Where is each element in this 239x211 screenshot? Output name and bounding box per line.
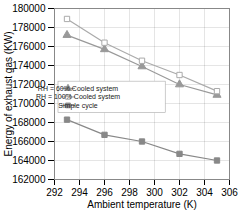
svg-text:306: 306	[221, 187, 238, 198]
svg-text:174000: 174000	[12, 60, 46, 71]
svg-text:162000: 162000	[12, 174, 46, 185]
svg-text:296: 296	[96, 187, 113, 198]
svg-text:Energy of exhaust gas (KW): Energy of exhaust gas (KW)	[3, 31, 14, 156]
svg-text:300: 300	[146, 187, 163, 198]
svg-text:180000: 180000	[12, 3, 46, 14]
svg-text:164000: 164000	[12, 155, 46, 166]
svg-text:292: 292	[46, 187, 63, 198]
svg-text:298: 298	[121, 187, 138, 198]
svg-text:Ambient temperature (K): Ambient temperature (K)	[87, 199, 197, 210]
svg-text:168000: 168000	[12, 117, 46, 128]
svg-text:170000: 170000	[12, 97, 46, 109]
svg-text:RH = 60% Cooled system: RH = 60% Cooled system	[38, 85, 119, 93]
svg-text:178000: 178000	[12, 22, 46, 33]
svg-text:172000: 172000	[12, 78, 46, 90]
svg-text:176000: 176000	[12, 41, 46, 52]
svg-text:304: 304	[196, 187, 213, 198]
svg-text:Simple cycle: Simple cycle	[58, 102, 97, 110]
svg-text:RH = 100% Cooled system: RH = 100% Cooled system	[36, 93, 120, 101]
svg-text:302: 302	[171, 187, 188, 198]
svg-text:294: 294	[71, 187, 88, 198]
svg-text:166000: 166000	[12, 136, 46, 147]
